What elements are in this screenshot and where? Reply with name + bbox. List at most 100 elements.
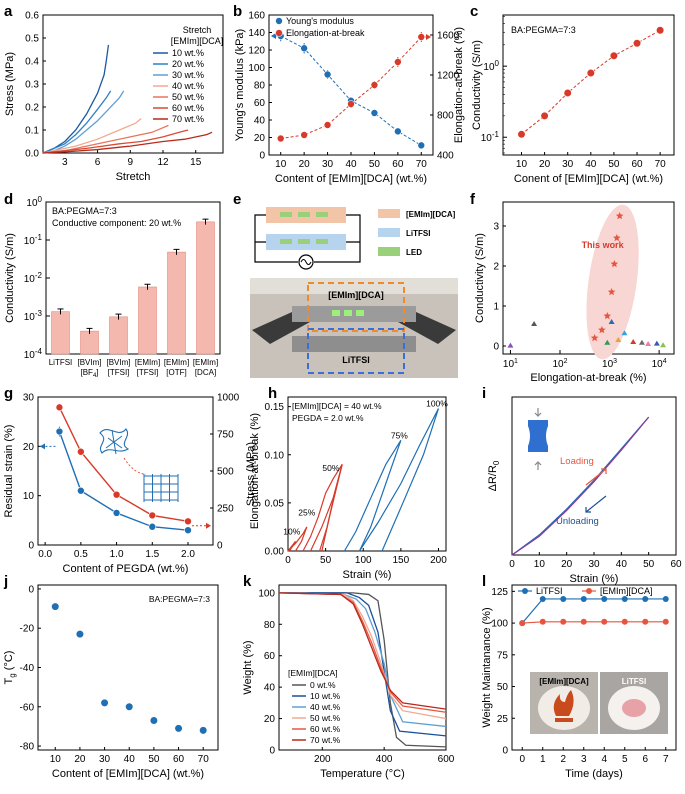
category-label-part: [BF <box>80 368 93 377</box>
legend-label: 50 wt.% <box>310 713 341 723</box>
y-tick-label: 10-4 <box>24 347 43 361</box>
led-mark <box>280 212 292 217</box>
x-tick-base: 10 <box>552 359 564 370</box>
weight-point <box>560 618 567 625</box>
photo-label-litfsi: LiTFSI <box>622 677 646 686</box>
tangled-network-icon <box>99 428 130 454</box>
conductivity-point <box>517 130 526 139</box>
y-tick-label: 40 <box>264 683 276 694</box>
x-tick-label: 50 <box>320 555 332 566</box>
elongation-point <box>394 58 402 66</box>
legend-label: 10 wt.% <box>172 48 204 58</box>
reference-point <box>531 321 538 326</box>
this-work-star <box>613 234 621 242</box>
legend-label: LiTFSI <box>406 229 430 238</box>
elongation-trend <box>280 36 422 139</box>
y-tick-label: 0.00 <box>265 547 285 558</box>
x-axis-label: Strain (%) <box>570 573 619 585</box>
stress-curve-1 <box>42 44 110 154</box>
y-axis-label-main: ΔR/R <box>487 465 499 491</box>
tga-curve-5 <box>278 592 447 713</box>
legend-label: LiTFSI <box>536 586 563 596</box>
legend-label: 0 wt.% <box>310 680 336 690</box>
panel-j-letter: j <box>3 573 8 590</box>
legend-marker <box>275 17 283 25</box>
reference-point <box>621 330 628 336</box>
x-tick-base: 10 <box>503 359 515 370</box>
conductivity-bar <box>138 286 157 355</box>
x-tick-label: 50 <box>643 559 655 570</box>
legend-label: Young's modulus <box>286 16 354 26</box>
y-tick-label: 20 <box>254 133 266 144</box>
network-transition-arrow <box>123 457 147 475</box>
category-label: [BVIm] <box>106 358 130 367</box>
elongation-point <box>300 131 308 139</box>
x-tick-label: 30 <box>99 754 111 765</box>
left-axis-arrowhead <box>40 443 45 450</box>
legend-label: [EMIm][DCA] <box>406 210 456 219</box>
x-tick-label: 6 <box>95 157 101 168</box>
unloading-label: Unloading <box>556 516 599 527</box>
loading-curve-6 <box>358 408 440 552</box>
y-tick-label: 0 <box>269 746 275 757</box>
x-tick-label: 60 <box>392 159 404 170</box>
left-axis-arrowhead <box>271 33 276 39</box>
x-tick-label: 60 <box>670 559 682 570</box>
unloading-resistance-curve <box>511 416 650 556</box>
led-glow <box>356 310 364 316</box>
x-axis-label: Stretch <box>116 171 151 183</box>
y-tick-label: -20 <box>20 624 35 635</box>
y-axis-label: Conductivity (S/m) <box>471 40 483 130</box>
y-tick-label-base: 10 <box>24 274 36 285</box>
y-tick-label: 10-2 <box>24 271 43 285</box>
loading-curve-5 <box>343 439 402 552</box>
y2-axis-label: Elongation-at-break (%) <box>249 413 261 529</box>
y-tick-label: 20 <box>264 714 276 725</box>
led-mark <box>316 239 328 244</box>
panel-d-letter: d <box>4 191 13 208</box>
y-axis-label-part: (°C) <box>3 651 15 674</box>
y-axis-label-sub: 0 <box>492 460 501 465</box>
photo-label-litfsi: LiTFSI <box>342 355 370 365</box>
loading-curve-2 <box>287 526 308 552</box>
conductivity-point <box>632 39 642 48</box>
x-tick-label: 1.0 <box>110 549 124 560</box>
y-axis-label: ΔR/R0 <box>487 460 501 491</box>
right-axis-arrowhead <box>426 34 431 40</box>
y-tick-label: 80 <box>254 81 266 92</box>
y-tick-label: 1200 <box>437 71 460 82</box>
reference-point <box>630 339 637 344</box>
y-axis-label-part: T <box>3 677 15 684</box>
weight-point <box>580 595 587 602</box>
y-tick-label: 0 <box>493 342 499 353</box>
y-tick-label: 80 <box>264 620 276 631</box>
x-tick-label: 30 <box>588 559 600 570</box>
legend-label: 60 wt.% <box>310 724 341 734</box>
legend-label: 10 wt.% <box>310 691 341 701</box>
x-tick-exp: 2 <box>564 358 568 365</box>
y-tick-label: 100 <box>258 588 275 599</box>
x-tick-label: 7 <box>663 754 669 765</box>
elongation-point <box>112 490 121 499</box>
x-axis-label: Elongation-at-break (%) <box>530 372 646 384</box>
weight-point <box>519 620 526 627</box>
component-note: Conductive component: 20 wt.% <box>52 218 181 228</box>
y-tick-label: 10-1 <box>24 233 43 247</box>
x-axis-label: Content of [EMIm][DCA] (wt.%) <box>275 173 427 185</box>
x-axis-label: Conent of [EMIm][DCA] (wt.%) <box>514 173 663 185</box>
weight-point <box>621 618 628 625</box>
cycle-strain-label: 25% <box>298 507 315 517</box>
unloading-curve-6 <box>381 408 440 552</box>
reference-point <box>638 339 645 345</box>
y-axis-label: Weight Maintanance (%) <box>481 607 493 727</box>
y-tick-label: 10-3 <box>24 309 43 323</box>
legend-label: 30 wt.% <box>172 70 204 80</box>
tg-point <box>75 630 85 639</box>
x-tick-label: 30 <box>562 159 574 170</box>
x-tick-label: 6 <box>642 754 648 765</box>
tg-point <box>51 602 60 611</box>
crosslinked-network-icon <box>143 474 179 502</box>
litfsi-line <box>521 598 666 624</box>
x-axis-label: Strain (%) <box>343 569 392 581</box>
